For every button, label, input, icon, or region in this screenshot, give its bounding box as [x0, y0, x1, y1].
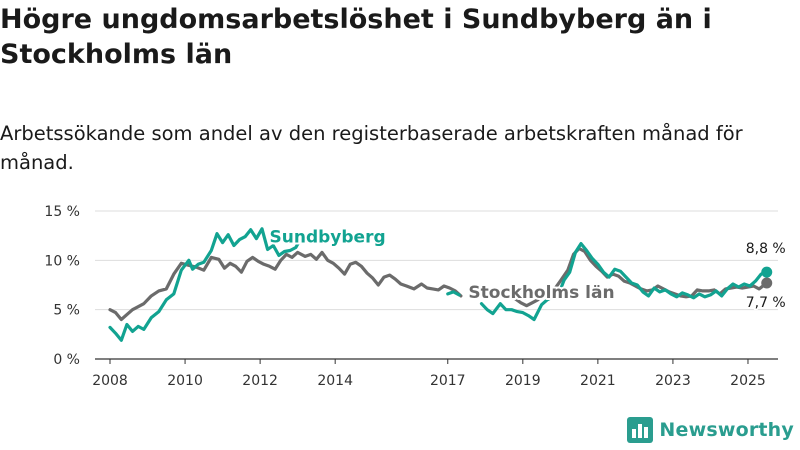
bar-chart-logo-icon — [627, 417, 654, 443]
sundbyberg-end-point — [761, 266, 773, 278]
x-tick-label: 2012 — [242, 373, 278, 389]
y-axis: 0 % 5 % 10 % 15 % — [44, 204, 80, 368]
sundbyberg-line — [108, 227, 309, 342]
x-axis: 2008 2010 2012 2014 2017 2019 2021 2023 2025 — [92, 359, 766, 389]
chart-title: Högre ungdomsarbetslöshet i Sundbyberg ä… — [0, 4, 712, 70]
y-tick-label: 0 % — [53, 352, 80, 368]
y-tick-label: 10 % — [44, 253, 80, 269]
x-tick-label: 2021 — [580, 373, 616, 389]
x-tick-label: 2014 — [317, 373, 353, 389]
chart-subtitle: Arbetssökande som andel av den registerb… — [0, 122, 743, 174]
x-tick-label: 2023 — [655, 373, 691, 389]
x-tick-label: 2017 — [430, 373, 466, 389]
sundbyberg-end-value: 8,8 % — [746, 241, 786, 257]
brand-name: Newsworthy — [659, 419, 794, 441]
sundbyberg-series-label: Sundbyberg — [270, 228, 386, 248]
sundbyberg-line — [479, 242, 769, 322]
y-tick-label: 15 % — [44, 204, 80, 220]
x-tick-label: 2025 — [730, 373, 766, 389]
y-tick-label: 5 % — [53, 303, 80, 319]
series-labels: Sundbyberg Stockholms län 8,8 % 7,7 % — [268, 226, 788, 313]
line-chart: 0 %5 %10 %15 % 2008 2010 2012 2014 2017 2019 2… — [44, 204, 788, 389]
stockholms-lan-end-value: 7,7 % — [746, 295, 786, 311]
x-tick-label: 2010 — [167, 373, 203, 389]
sundbyberg-line — [446, 290, 461, 297]
stockholms-lan-line — [108, 250, 463, 322]
stockholms-lan-end-point — [761, 277, 773, 289]
grid-lines — [95, 210, 778, 360]
x-tick-label: 2019 — [505, 373, 541, 389]
brand-logo: Newsworthy — [627, 416, 794, 444]
stockholms-lan-series-label: Stockholms län — [468, 283, 614, 303]
series-lines — [108, 227, 773, 342]
x-tick-label: 2008 — [92, 373, 128, 389]
